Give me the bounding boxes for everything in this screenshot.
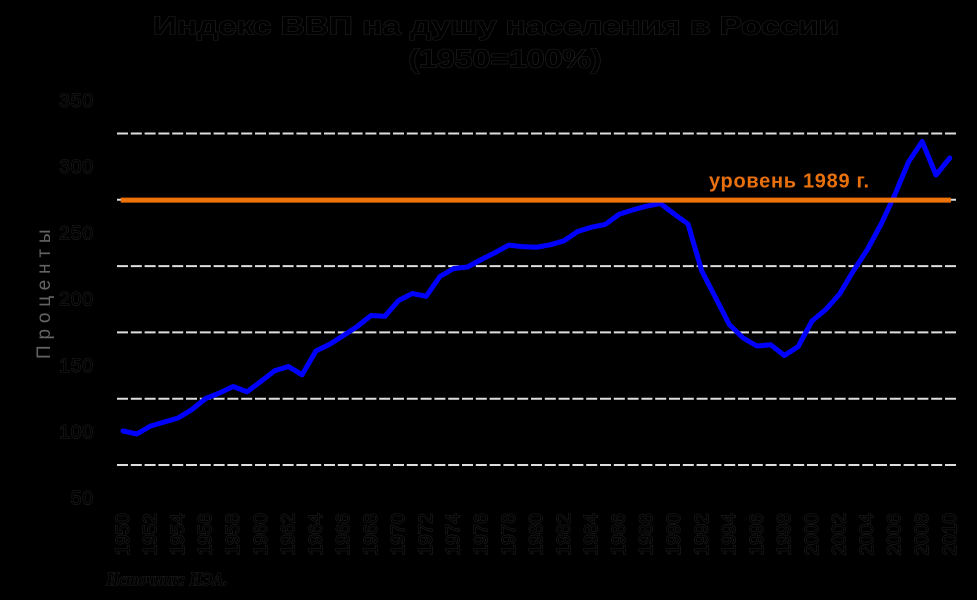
svg-text:1982: 1982	[554, 513, 575, 555]
svg-text:2002: 2002	[830, 513, 851, 555]
svg-text:(1950=100%): (1950=100%)	[409, 44, 602, 74]
svg-text:2010: 2010	[940, 513, 961, 555]
svg-text:1998: 1998	[774, 513, 795, 555]
svg-text:1958: 1958	[223, 513, 244, 555]
svg-text:1970: 1970	[389, 513, 410, 555]
svg-text:1994: 1994	[719, 513, 740, 556]
svg-text:1962: 1962	[278, 513, 299, 555]
svg-text:1960: 1960	[251, 513, 272, 555]
svg-text:1976: 1976	[471, 513, 492, 555]
svg-text:1990: 1990	[664, 513, 685, 555]
svg-text:1966: 1966	[334, 513, 355, 555]
svg-text:2004: 2004	[857, 513, 878, 556]
svg-text:1974: 1974	[444, 513, 465, 556]
svg-text:1984: 1984	[582, 513, 603, 556]
svg-text:1980: 1980	[526, 513, 547, 555]
svg-text:200: 200	[59, 290, 94, 311]
svg-text:1968: 1968	[361, 513, 382, 555]
svg-text:1956: 1956	[196, 513, 217, 555]
svg-text:1988: 1988	[637, 513, 658, 555]
svg-text:2008: 2008	[912, 513, 933, 555]
svg-text:1986: 1986	[609, 513, 630, 555]
svg-text:350: 350	[59, 91, 94, 112]
svg-text:2000: 2000	[802, 513, 823, 555]
svg-text:1952: 1952	[141, 513, 162, 555]
svg-text:150: 150	[59, 356, 94, 377]
svg-text:Проценты: Проценты	[34, 224, 55, 359]
svg-text:50: 50	[71, 489, 94, 510]
svg-text:1964: 1964	[306, 513, 327, 556]
svg-text:1978: 1978	[499, 513, 520, 555]
svg-text:1996: 1996	[747, 513, 768, 555]
svg-text:300: 300	[59, 157, 94, 178]
svg-text:Источник: ИЭА.: Источник: ИЭА.	[106, 569, 228, 589]
svg-text:1972: 1972	[416, 513, 437, 555]
svg-text:2006: 2006	[885, 513, 906, 555]
svg-text:1950: 1950	[113, 513, 134, 555]
svg-text:250: 250	[59, 223, 94, 244]
svg-text:100: 100	[59, 422, 94, 443]
svg-text:1954: 1954	[168, 513, 189, 556]
svg-text:1992: 1992	[692, 513, 713, 555]
svg-text:уровень 1989 г.: уровень 1989 г.	[709, 171, 870, 193]
svg-text:Индекс ВВП на душу населения в: Индекс ВВП на душу населения в России	[153, 11, 839, 41]
